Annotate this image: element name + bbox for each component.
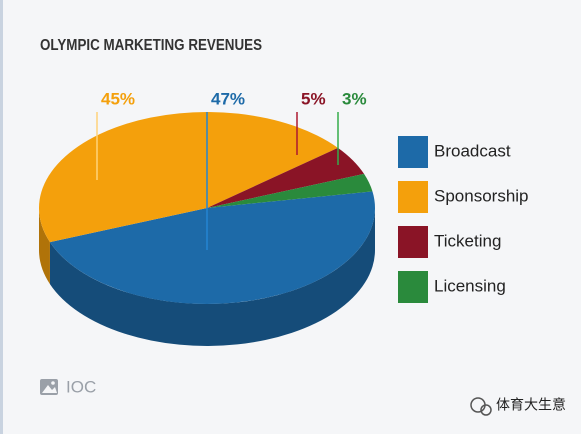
legend-label: Licensing — [434, 276, 506, 295]
source-icon — [40, 379, 58, 395]
legend-label: Ticketing — [434, 231, 501, 250]
value-label: 47% — [211, 89, 245, 108]
slice-side — [49, 208, 376, 346]
slice-side — [39, 208, 50, 285]
legend-swatch — [398, 271, 428, 303]
slice — [207, 173, 373, 208]
slice — [207, 147, 365, 208]
legend-label: Broadcast — [434, 141, 511, 160]
watermark-icon — [470, 397, 492, 416]
legend-swatch — [398, 181, 428, 213]
frame-edge — [0, 0, 3, 434]
value-label: 5% — [301, 89, 326, 108]
slice — [39, 112, 338, 243]
value-label: 3% — [342, 89, 367, 108]
legend-swatch — [398, 136, 428, 168]
legend-swatch — [398, 226, 428, 258]
slice — [49, 191, 376, 305]
source: IOC — [66, 377, 96, 396]
watermark: 体育大生意 — [496, 397, 566, 413]
value-label: 45% — [101, 89, 135, 108]
legend-label: Sponsorship — [434, 186, 529, 205]
chart-title: OLYMPIC MARKETING REVENUES — [40, 37, 262, 54]
